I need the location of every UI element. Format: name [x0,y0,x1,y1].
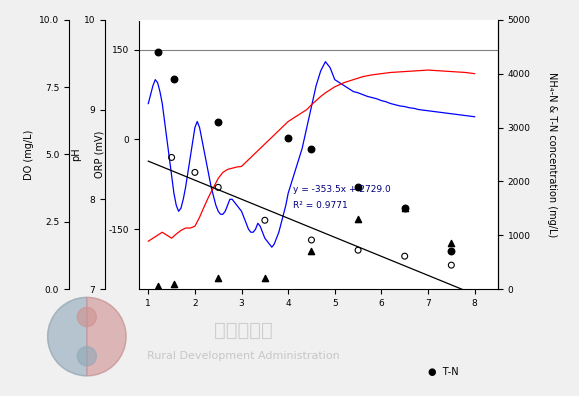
Point [214,184,223,190]
Point [353,184,362,190]
Point [214,275,223,282]
Y-axis label: NH₄-N & T-N concentration (mg/L): NH₄-N & T-N concentration (mg/L) [547,72,558,237]
Point [153,49,162,55]
Y-axis label: pH: pH [71,148,81,161]
Point [169,280,178,287]
Point [400,253,409,259]
Text: ●  T-N: ● T-N [428,367,459,377]
Text: Rural Development Administration: Rural Development Administration [147,351,339,362]
Point [400,205,409,211]
Point [260,217,269,223]
Point [260,275,269,282]
Wedge shape [87,297,126,376]
Point [307,146,316,152]
Point [284,135,293,141]
Point [307,248,316,255]
Wedge shape [47,297,87,376]
Point [214,119,223,125]
Point [353,216,362,222]
Point [167,154,176,161]
Point [190,169,200,175]
Point [400,205,409,211]
Point [446,262,456,268]
Point [353,247,362,253]
Point [307,237,316,243]
Point [446,240,456,246]
Circle shape [77,346,97,366]
Circle shape [77,307,97,327]
Text: 농초진흥청: 농초진흥청 [214,321,273,340]
Y-axis label: DO (mg/L): DO (mg/L) [24,129,34,180]
Point [169,76,178,82]
Point [446,248,456,255]
Y-axis label: ORP (mV): ORP (mV) [94,131,105,178]
Point [153,283,162,289]
Text: R² = 0.9771: R² = 0.9771 [293,202,347,210]
Text: y = -353.5x + 2729.0: y = -353.5x + 2729.0 [293,185,391,194]
